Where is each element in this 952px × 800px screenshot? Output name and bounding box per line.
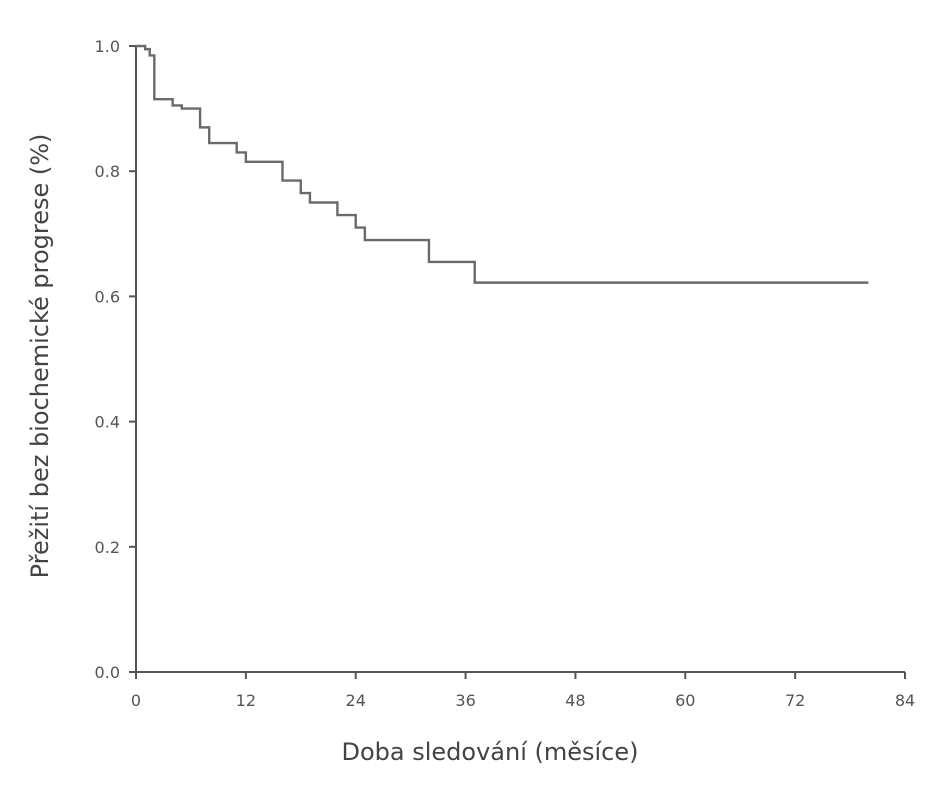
axes xyxy=(135,46,905,673)
y-axis-ticks: 0.0 0.2 0.4 0.6 0.8 1.0 xyxy=(95,37,136,682)
y-tick-label: 0.6 xyxy=(95,287,120,306)
series-group xyxy=(136,44,869,284)
survival-step-line xyxy=(136,44,869,284)
y-tick-label: 0.4 xyxy=(95,413,120,432)
x-tick-label: 36 xyxy=(455,691,475,710)
x-axis-label: Doba sledování (měsíce) xyxy=(341,738,638,766)
x-tick-label: 12 xyxy=(236,691,256,710)
x-tick-label: 84 xyxy=(895,691,915,710)
y-tick-label: 0.2 xyxy=(95,538,120,557)
x-tick-label: 48 xyxy=(565,691,585,710)
y-tick-label: 1.0 xyxy=(95,37,120,56)
x-tick-label: 60 xyxy=(675,691,695,710)
x-tick-label: 24 xyxy=(346,691,366,710)
y-axis-label: Přežití bez biochemické progrese (%) xyxy=(26,134,54,579)
y-tick-label: 0.0 xyxy=(95,663,120,682)
x-tick-label: 0 xyxy=(131,691,141,710)
x-axis-ticks: 0 12 24 36 48 60 72 84 xyxy=(131,672,915,710)
x-tick-label: 72 xyxy=(785,691,805,710)
y-tick-label: 0.8 xyxy=(95,162,120,181)
